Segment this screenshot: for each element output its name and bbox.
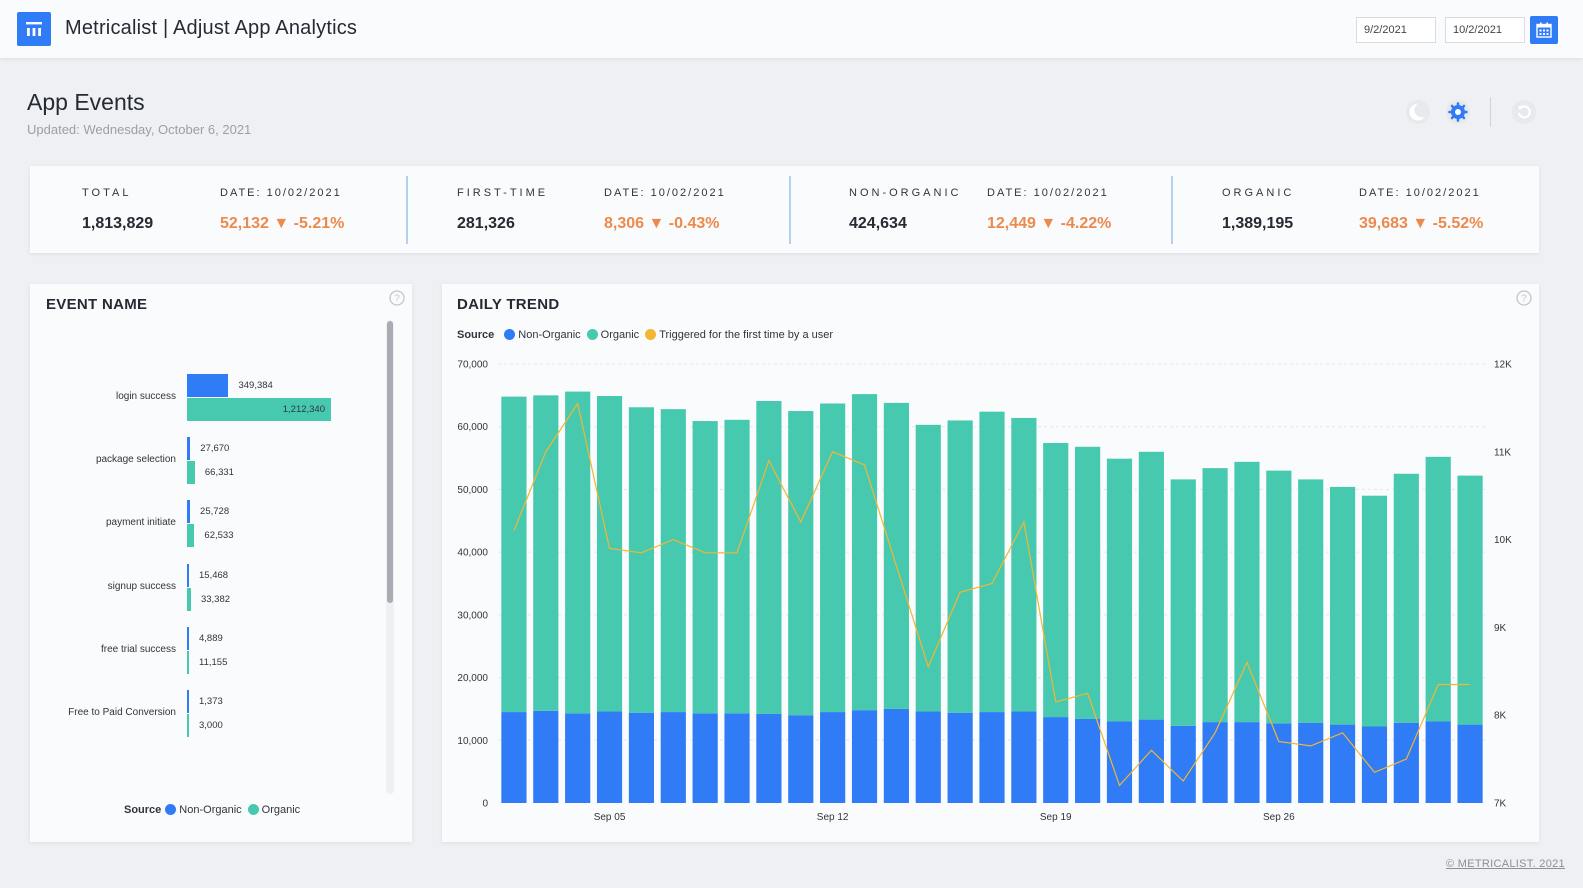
event-bar-organic[interactable] bbox=[187, 461, 195, 485]
event-bar-value-label: 4,889 bbox=[199, 632, 223, 644]
help-icon: ? bbox=[389, 290, 405, 306]
kpi-non-organic-date: DATE: 10/02/2021 bbox=[987, 187, 1109, 199]
daily-trend-title: DAILY TREND bbox=[457, 296, 560, 313]
app-title: Metricalist | Adjust App Analytics bbox=[65, 17, 358, 39]
reset-button[interactable] bbox=[1511, 99, 1537, 125]
event-bar-value-label: 15,468 bbox=[199, 569, 229, 581]
kpi-organic-value: 1,389,195 bbox=[1222, 215, 1294, 232]
footer-copyright[interactable]: © METRICALIST. 2021 bbox=[1446, 858, 1565, 870]
event-bar-value-label: 66,331 bbox=[204, 467, 234, 479]
legend-label-non-organic: Non-Organic bbox=[518, 329, 581, 341]
event-bar-non-organic[interactable] bbox=[187, 690, 189, 713]
page-title: App Events bbox=[27, 89, 145, 115]
event-name-title: EVENT NAME bbox=[46, 296, 148, 313]
event-bar-organic[interactable] bbox=[187, 398, 331, 421]
legend-swatch-non-organic bbox=[165, 804, 177, 815]
dark-mode-toggle[interactable] bbox=[1405, 99, 1431, 125]
top-bar: Metricalist | Adjust App Analytics 9/2/2… bbox=[0, 0, 1583, 58]
event-bar-non-organic[interactable] bbox=[187, 374, 229, 397]
event-category-label: package selection bbox=[95, 454, 176, 466]
legend-label-organic: Organic bbox=[600, 329, 640, 341]
kpi-first-time-date: DATE: 10/02/2021 bbox=[604, 187, 726, 199]
event-scrollbar-thumb[interactable] bbox=[387, 321, 393, 603]
kpi-organic-date: DATE: 10/02/2021 bbox=[1359, 187, 1481, 199]
kpi-non-organic-value: 424,634 bbox=[849, 215, 907, 232]
legend-label-first-time: Triggered for the first time by a user bbox=[659, 329, 834, 341]
event-bar-non-organic[interactable] bbox=[187, 500, 191, 524]
event-legend: Source Non-Organic Organic bbox=[124, 804, 300, 816]
event-name-panel bbox=[30, 284, 412, 842]
kpi-total-delta: 52,132 ▼ -5.21% bbox=[220, 215, 345, 232]
dashboard-logo-icon bbox=[17, 12, 51, 46]
event-bar-organic[interactable] bbox=[187, 714, 189, 737]
date-to-input[interactable]: 10/2/2021 bbox=[1445, 17, 1525, 43]
event-bar-value-label: 349,384 bbox=[238, 380, 273, 391]
legend-swatch-organic bbox=[247, 804, 259, 815]
legend-title: Source bbox=[124, 804, 162, 816]
kpi-divider bbox=[406, 176, 408, 244]
event-bar-value-label: 62,533 bbox=[204, 530, 234, 542]
toolbar-divider bbox=[1490, 97, 1491, 127]
settings-icon bbox=[1446, 100, 1470, 124]
kpi-non-organic-label: NON-ORGANIC bbox=[849, 187, 962, 199]
kpi-card: TOTAL DATE: 10/02/2021 1,813,829 52,132 … bbox=[30, 166, 1539, 253]
updated-timestamp: Updated: Wednesday, October 6, 2021 bbox=[27, 122, 252, 137]
event-bar-value-label: 1,373 bbox=[199, 696, 223, 707]
event-bar-non-organic[interactable] bbox=[187, 563, 189, 587]
kpi-divider bbox=[1171, 176, 1173, 244]
kpi-non-organic-delta: 12,449 ▼ -4.22% bbox=[987, 215, 1112, 232]
date-from-input[interactable]: 9/2/2021 bbox=[1356, 17, 1436, 43]
event-bar-value-label: 1,212,340 bbox=[282, 404, 325, 415]
dark-mode-icon bbox=[1406, 100, 1430, 124]
reset-icon bbox=[1512, 100, 1536, 124]
event-bar-organic[interactable] bbox=[187, 587, 191, 611]
kpi-organic-delta: 39,683 ▼ -5.52% bbox=[1359, 215, 1484, 232]
event-category-label: signup success bbox=[107, 580, 176, 592]
daily-trend-panel bbox=[442, 284, 1539, 842]
event-bar-organic[interactable] bbox=[187, 524, 195, 548]
event-category-label: Free to Paid Conversion bbox=[68, 707, 176, 718]
kpi-first-time-label: FIRST-TIME bbox=[457, 187, 549, 199]
event-category-label: payment initiate bbox=[105, 517, 176, 529]
kpi-total-label: TOTAL bbox=[82, 187, 132, 199]
legend-label-organic: Organic bbox=[261, 804, 301, 816]
event-category-label: login success bbox=[115, 391, 176, 402]
kpi-total-date: DATE: 10/02/2021 bbox=[220, 187, 342, 199]
kpi-total-value: 1,813,829 bbox=[82, 215, 154, 232]
calendar-icon bbox=[1536, 22, 1552, 38]
legend-title: Source bbox=[457, 329, 495, 341]
event-bar-value-label: 33,382 bbox=[200, 593, 231, 605]
kpi-first-time-value: 281,326 bbox=[457, 215, 515, 232]
legend-swatch-organic bbox=[586, 329, 598, 340]
help-icon: ? bbox=[1516, 290, 1532, 306]
event-bar-value-label: 25,728 bbox=[200, 506, 230, 518]
event-bar-value-label: 11,155 bbox=[199, 656, 228, 668]
settings-button[interactable] bbox=[1445, 99, 1471, 125]
help-button[interactable]: ? bbox=[389, 290, 405, 306]
svg-text:?: ? bbox=[394, 294, 400, 305]
event-category-label: free trial success bbox=[100, 643, 176, 655]
calendar-button[interactable] bbox=[1530, 16, 1558, 44]
svg-text:?: ? bbox=[1521, 294, 1527, 305]
event-bar-non-organic[interactable] bbox=[187, 437, 191, 461]
kpi-divider bbox=[789, 176, 791, 244]
legend-swatch-non-organic bbox=[504, 329, 516, 340]
event-bar-organic[interactable] bbox=[187, 650, 189, 674]
kpi-first-time-delta: 8,306 ▼ -0.43% bbox=[604, 215, 720, 232]
event-bar-value-label: 3,000 bbox=[199, 720, 223, 731]
help-button[interactable]: ? bbox=[1516, 290, 1532, 306]
legend-label-non-organic: Non-Organic bbox=[179, 804, 242, 816]
event-bar-non-organic[interactable] bbox=[187, 626, 189, 650]
event-bar-value-label: 27,670 bbox=[200, 443, 230, 455]
kpi-organic-label: ORGANIC bbox=[1222, 187, 1295, 199]
trend-legend: Source Non-Organic Organic Triggered for th… bbox=[457, 329, 833, 341]
legend-swatch-first-time bbox=[645, 329, 657, 340]
